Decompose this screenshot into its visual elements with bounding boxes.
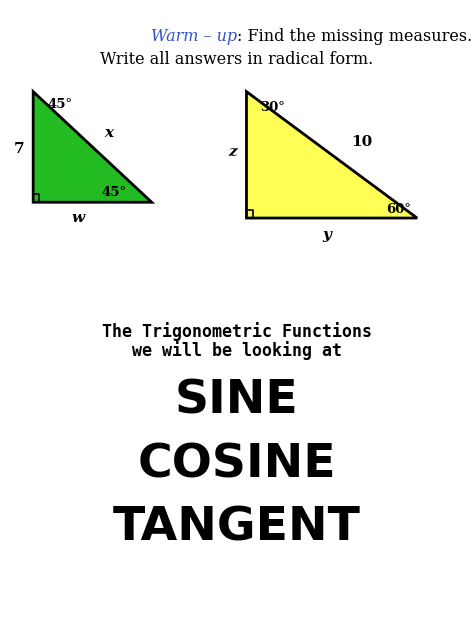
Text: The Trigonometric Functions: The Trigonometric Functions bbox=[102, 322, 372, 341]
Text: z: z bbox=[228, 145, 237, 159]
Text: COSINE: COSINE bbox=[137, 442, 337, 487]
Text: 30°: 30° bbox=[260, 101, 284, 114]
Text: we will be looking at: we will be looking at bbox=[132, 341, 342, 360]
Polygon shape bbox=[33, 92, 152, 202]
Text: TANGENT: TANGENT bbox=[113, 505, 361, 550]
Text: : Find the missing measures.: : Find the missing measures. bbox=[237, 28, 472, 46]
Text: y: y bbox=[323, 228, 331, 242]
Text: Write all answers in radical form.: Write all answers in radical form. bbox=[100, 51, 374, 68]
Polygon shape bbox=[246, 92, 417, 218]
Text: w: w bbox=[72, 211, 85, 225]
Text: x: x bbox=[104, 126, 113, 140]
Text: Warm – up: Warm – up bbox=[151, 28, 237, 46]
Text: 10: 10 bbox=[351, 135, 372, 149]
Text: SINE: SINE bbox=[175, 379, 299, 424]
Text: 45°: 45° bbox=[102, 186, 127, 199]
Text: 7: 7 bbox=[14, 142, 24, 155]
Text: 60°: 60° bbox=[386, 204, 411, 216]
Text: 45°: 45° bbox=[47, 98, 73, 111]
